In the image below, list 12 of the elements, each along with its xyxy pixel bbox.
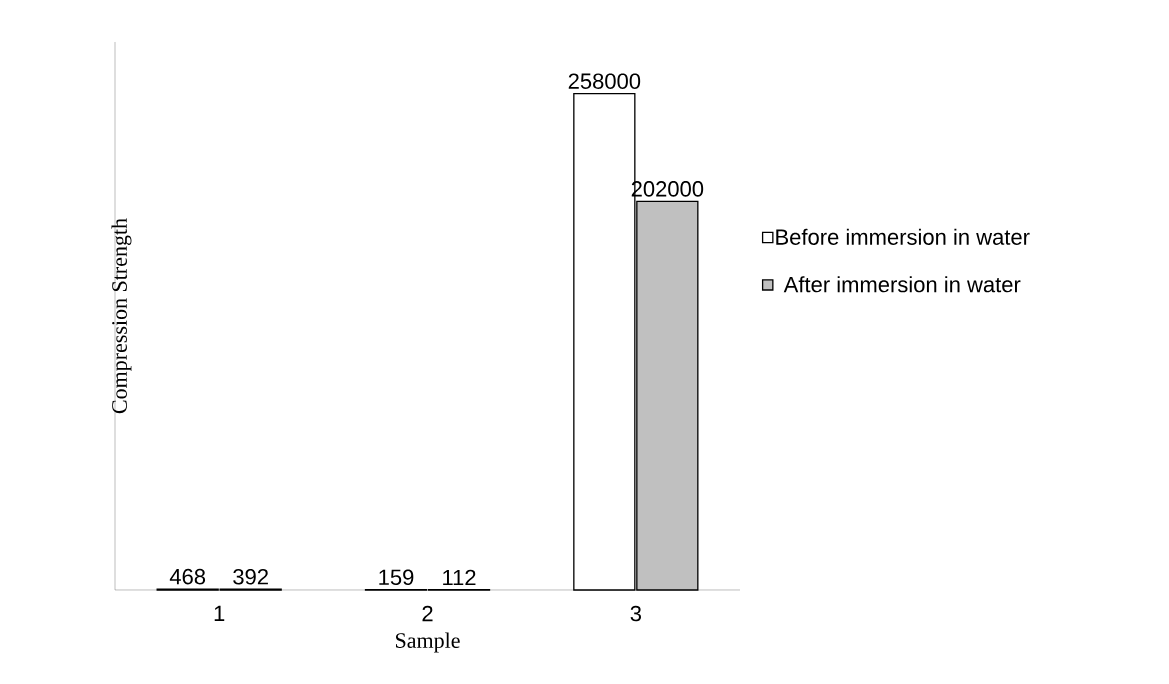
- x-tick-label: 2: [422, 605, 433, 622]
- legend-label: Before immersion in water: [776, 228, 1030, 245]
- legend-label: After immersion in water: [783, 276, 1021, 293]
- y-axis-title: Compression Strength: [111, 218, 132, 414]
- data-label: 258000: [568, 73, 641, 89]
- data-label: 159: [379, 569, 414, 586]
- data-label: 468: [169, 568, 206, 585]
- data-label: 112: [443, 569, 476, 586]
- data-label: 392: [233, 569, 268, 585]
- x-tick-label: 1: [214, 605, 225, 621]
- x-tick-label: 3: [630, 605, 641, 622]
- x-axis-title: Sample: [395, 632, 460, 653]
